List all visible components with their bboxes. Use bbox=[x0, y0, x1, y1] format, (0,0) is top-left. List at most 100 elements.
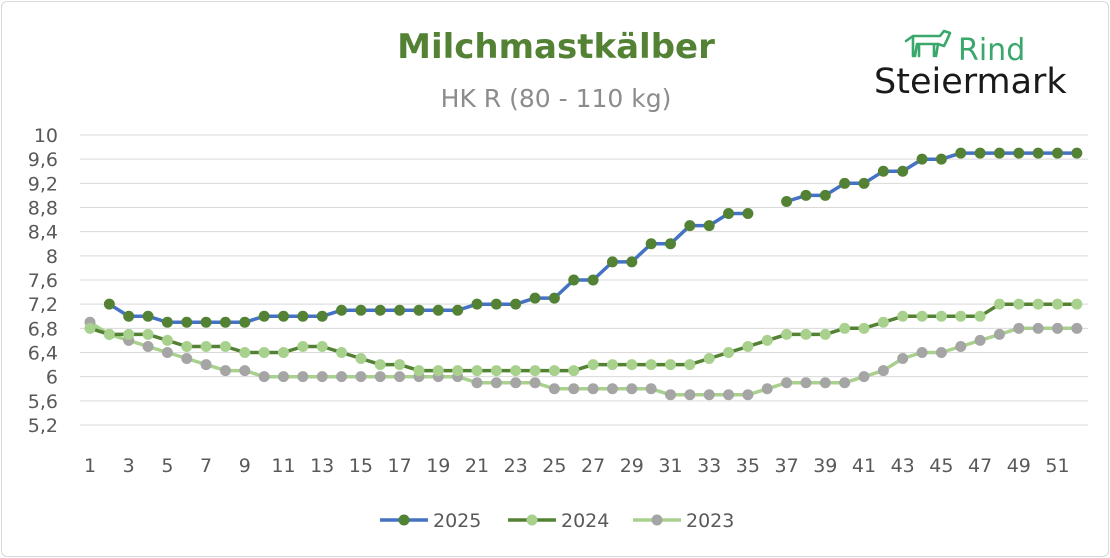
data-point bbox=[219, 340, 231, 352]
x-tick-label: 1 bbox=[84, 455, 96, 477]
data-point bbox=[703, 220, 715, 232]
data-point bbox=[626, 256, 638, 268]
data-point bbox=[839, 322, 851, 334]
x-axis-tick-labels: 1 3 5 7 9 11 13 15 17 19 21 23 25 27 29 31 33 35 37 39 41 43 4… bbox=[84, 455, 1070, 477]
data-point bbox=[297, 310, 309, 322]
data-point bbox=[200, 359, 212, 371]
data-point bbox=[355, 304, 367, 316]
data-point bbox=[548, 292, 560, 304]
y-tick-label: 5,2 bbox=[28, 415, 58, 437]
x-tick-label: 51 bbox=[1045, 455, 1069, 477]
data-point bbox=[819, 377, 831, 389]
data-point bbox=[181, 340, 193, 352]
y-tick-label: 7,2 bbox=[28, 294, 58, 316]
data-point bbox=[1071, 322, 1083, 334]
data-point bbox=[239, 347, 251, 358]
data-point bbox=[161, 347, 173, 358]
y-tick-label: 9,6 bbox=[28, 149, 58, 171]
y-tick-label: 7,6 bbox=[28, 270, 58, 292]
data-point bbox=[1071, 147, 1083, 159]
data-point bbox=[742, 208, 754, 220]
y-tick-label: 8 bbox=[46, 246, 58, 268]
x-tick-label: 39 bbox=[813, 455, 837, 477]
data-point bbox=[374, 371, 386, 383]
y-tick-label: 5,6 bbox=[28, 391, 58, 413]
data-point bbox=[955, 147, 967, 159]
data-point bbox=[1071, 298, 1083, 310]
data-point bbox=[490, 377, 502, 389]
data-point bbox=[993, 298, 1005, 310]
data-point bbox=[123, 310, 135, 322]
data-point bbox=[336, 304, 348, 316]
data-point bbox=[510, 365, 522, 377]
data-point bbox=[684, 389, 696, 401]
data-point bbox=[161, 334, 173, 346]
data-point bbox=[529, 365, 541, 377]
data-point bbox=[877, 165, 889, 177]
data-point bbox=[916, 310, 928, 322]
data-point bbox=[606, 383, 618, 395]
legend-marker bbox=[526, 514, 538, 526]
data-point bbox=[1013, 298, 1025, 310]
legend: 2025 2024 2023 bbox=[380, 510, 734, 532]
data-point bbox=[993, 328, 1005, 340]
data-point bbox=[1032, 322, 1044, 334]
data-point bbox=[606, 256, 618, 268]
data-point bbox=[723, 347, 735, 358]
data-point bbox=[258, 347, 270, 358]
data-point bbox=[103, 328, 115, 340]
x-tick-label: 41 bbox=[852, 455, 876, 477]
x-tick-label: 33 bbox=[697, 455, 721, 477]
data-point bbox=[510, 298, 522, 310]
data-point bbox=[316, 371, 328, 383]
data-point bbox=[858, 177, 870, 189]
y-tick-label: 9,2 bbox=[28, 173, 58, 195]
x-tick-label: 43 bbox=[891, 455, 915, 477]
data-point bbox=[490, 298, 502, 310]
data-point bbox=[781, 195, 793, 207]
data-point bbox=[316, 340, 328, 352]
data-point bbox=[1013, 322, 1025, 334]
y-axis-tick-labels: 5,25,666,4 6,87,27,688,48,8 9,29,610 bbox=[28, 125, 58, 437]
data-point bbox=[258, 310, 270, 322]
x-tick-label: 45 bbox=[929, 455, 953, 477]
data-point bbox=[916, 153, 928, 165]
data-point bbox=[1032, 298, 1044, 310]
x-tick-label: 27 bbox=[581, 455, 605, 477]
data-point bbox=[413, 304, 425, 316]
data-point bbox=[723, 208, 735, 220]
data-point bbox=[103, 298, 115, 310]
data-point bbox=[432, 304, 444, 316]
series-2024 bbox=[84, 298, 1083, 377]
x-tick-label: 37 bbox=[775, 455, 799, 477]
data-point bbox=[819, 189, 831, 201]
series-line-2023 bbox=[89, 320, 1077, 397]
data-point bbox=[665, 389, 676, 401]
legend-marker bbox=[398, 514, 410, 526]
data-point bbox=[935, 347, 947, 358]
data-point bbox=[142, 340, 154, 352]
y-tick-label: 6 bbox=[46, 367, 58, 389]
data-point bbox=[394, 371, 406, 383]
legend-label: 2025 bbox=[433, 510, 481, 532]
y-tick-label: 8,4 bbox=[28, 222, 58, 244]
data-point bbox=[219, 365, 231, 377]
data-point bbox=[703, 353, 715, 365]
data-point bbox=[665, 238, 676, 250]
data-point bbox=[568, 365, 580, 377]
data-point bbox=[510, 377, 522, 389]
data-point bbox=[297, 371, 309, 383]
data-point bbox=[742, 389, 754, 401]
data-point bbox=[432, 365, 444, 377]
data-point bbox=[471, 365, 483, 377]
data-point bbox=[84, 322, 96, 334]
data-point bbox=[219, 316, 231, 328]
data-point bbox=[142, 310, 154, 322]
data-point bbox=[374, 359, 386, 371]
data-point bbox=[123, 328, 135, 340]
data-point bbox=[858, 322, 870, 334]
x-tick-label: 35 bbox=[736, 455, 760, 477]
data-point bbox=[800, 328, 812, 340]
x-tick-label: 19 bbox=[426, 455, 450, 477]
x-tick-label: 47 bbox=[968, 455, 992, 477]
